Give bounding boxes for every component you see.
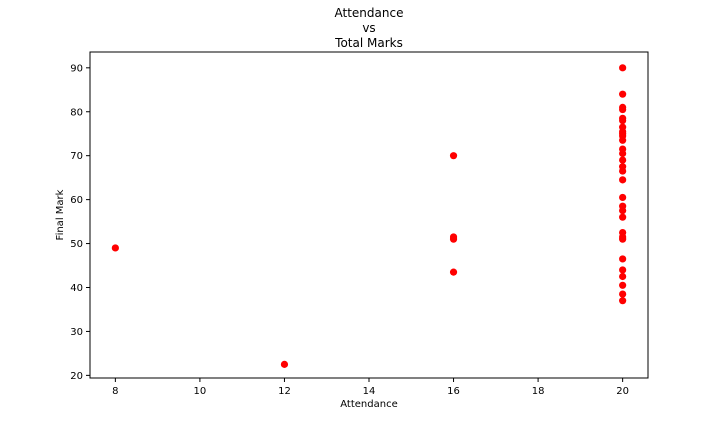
data-point bbox=[619, 176, 627, 184]
chart-title-line: Total Marks bbox=[334, 36, 403, 50]
data-point bbox=[619, 213, 627, 221]
plot-area-frame bbox=[89, 51, 649, 379]
y-tick-label: 20 bbox=[70, 371, 83, 382]
data-point bbox=[619, 149, 627, 158]
data-point bbox=[619, 272, 627, 281]
x-tick-label: 20 bbox=[616, 386, 629, 397]
y-tick-label: 30 bbox=[70, 327, 83, 338]
data-point bbox=[619, 136, 627, 144]
x-tick-label: 10 bbox=[194, 386, 207, 397]
data-point bbox=[619, 290, 627, 298]
data-point bbox=[449, 152, 458, 160]
y-tick-label: 70 bbox=[70, 151, 83, 162]
x-tick-label: 14 bbox=[363, 386, 376, 397]
data-point bbox=[111, 244, 119, 252]
y-tick-label: 80 bbox=[70, 107, 83, 118]
y-tick-label: 50 bbox=[70, 239, 83, 250]
data-point bbox=[619, 297, 627, 305]
axis-ticks: 8 10 12 14 16 18 20 20 30 40 50 60 70 80 90 bbox=[70, 63, 629, 397]
data-point bbox=[619, 116, 627, 125]
data-point bbox=[619, 281, 627, 289]
data-point bbox=[619, 255, 627, 263]
data-point bbox=[619, 167, 627, 175]
data-point bbox=[619, 156, 627, 164]
y-tick-label: 60 bbox=[70, 195, 83, 206]
y-tick-label: 90 bbox=[70, 63, 83, 74]
data-point bbox=[619, 64, 627, 72]
data-point bbox=[619, 90, 627, 98]
chart-title-line: vs bbox=[362, 21, 375, 35]
data-points bbox=[111, 64, 627, 368]
x-tick-label: 12 bbox=[278, 386, 291, 397]
x-tick-label: 8 bbox=[112, 386, 118, 397]
data-point bbox=[280, 360, 289, 368]
data-point bbox=[449, 268, 458, 276]
chart-title-line: Attendance bbox=[335, 6, 404, 20]
data-point bbox=[619, 207, 627, 215]
data-point bbox=[619, 193, 627, 202]
x-tick-label: 16 bbox=[447, 386, 460, 397]
x-axis-label: Attendance bbox=[340, 399, 397, 410]
data-point bbox=[619, 235, 627, 243]
data-point bbox=[619, 266, 627, 274]
data-point bbox=[619, 105, 627, 114]
y-tick-label: 40 bbox=[70, 283, 83, 294]
data-point bbox=[449, 235, 458, 243]
x-tick-label: 18 bbox=[532, 386, 545, 397]
y-axis-label: Final Mark bbox=[55, 189, 66, 240]
